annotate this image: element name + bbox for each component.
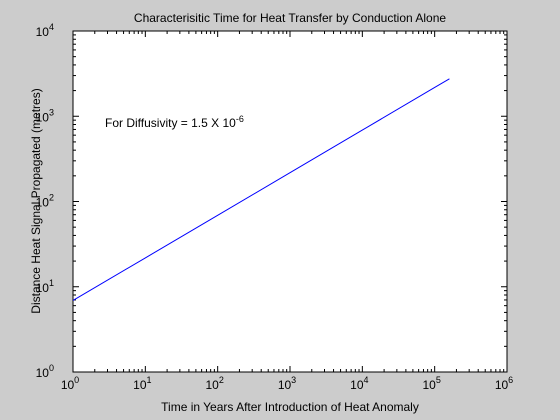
x-tick-label-exp: 2 <box>219 375 224 385</box>
x-tick-label-base: 10 <box>422 378 436 392</box>
series-line <box>72 78 450 301</box>
x-tick-label-exp: 6 <box>508 375 513 385</box>
chart-title: Characterisitic Time for Heat Transfer b… <box>134 11 446 25</box>
x-tick-label-exp: 1 <box>147 375 152 385</box>
y-tick-label-base: 10 <box>36 110 50 124</box>
y-tick-label-exp: 1 <box>49 278 54 288</box>
y-tick-label-exp: 4 <box>49 22 54 32</box>
y-axis-label: Distance Heat Signal Propagated (metres) <box>29 88 43 313</box>
y-tick-label-base: 10 <box>36 281 50 295</box>
y-tick-label-base: 10 <box>36 366 50 380</box>
x-tick-label: 100 <box>61 375 79 392</box>
x-tick-label-base: 10 <box>205 378 219 392</box>
y-tick-label-base: 10 <box>36 25 50 39</box>
x-tick-label-exp: 5 <box>436 375 441 385</box>
x-tick-label-base: 10 <box>133 378 147 392</box>
diffusivity-annotation: For Diffusivity = 1.5 X 10-6 <box>105 114 244 130</box>
x-tick-label-base: 10 <box>495 378 509 392</box>
y-tick-label: 104 <box>36 22 54 39</box>
series-group <box>72 78 450 301</box>
plot-area <box>72 30 508 373</box>
x-tick-label: 106 <box>495 375 513 392</box>
x-tick-label: 102 <box>205 375 223 392</box>
x-tick-label-base: 10 <box>61 378 75 392</box>
y-tick-label: 102 <box>36 193 54 210</box>
annotation-exponent: -6 <box>236 114 244 124</box>
y-tick-label-exp: 3 <box>49 107 54 117</box>
y-tick-label-base: 10 <box>36 196 50 210</box>
x-tick-label-exp: 0 <box>74 375 79 385</box>
y-tick-label-exp: 2 <box>49 193 54 203</box>
x-axis-label: Time in Years After Introduction of Heat… <box>161 400 419 414</box>
x-tick-label-exp: 4 <box>364 375 369 385</box>
x-tick-label-exp: 3 <box>291 375 296 385</box>
y-tick-label: 100 <box>36 363 54 380</box>
x-tick-label: 101 <box>133 375 151 392</box>
x-tick-label-base: 10 <box>278 378 292 392</box>
y-tick-label: 103 <box>36 107 54 124</box>
y-tick-label: 101 <box>36 278 54 295</box>
y-tick-label-exp: 0 <box>49 363 54 373</box>
x-tick-label: 105 <box>422 375 440 392</box>
annotation-text: For Diffusivity = 1.5 X 10 <box>105 116 236 130</box>
x-tick-label-base: 10 <box>350 378 364 392</box>
x-tick-label: 103 <box>278 375 296 392</box>
x-tick-label: 104 <box>350 375 368 392</box>
